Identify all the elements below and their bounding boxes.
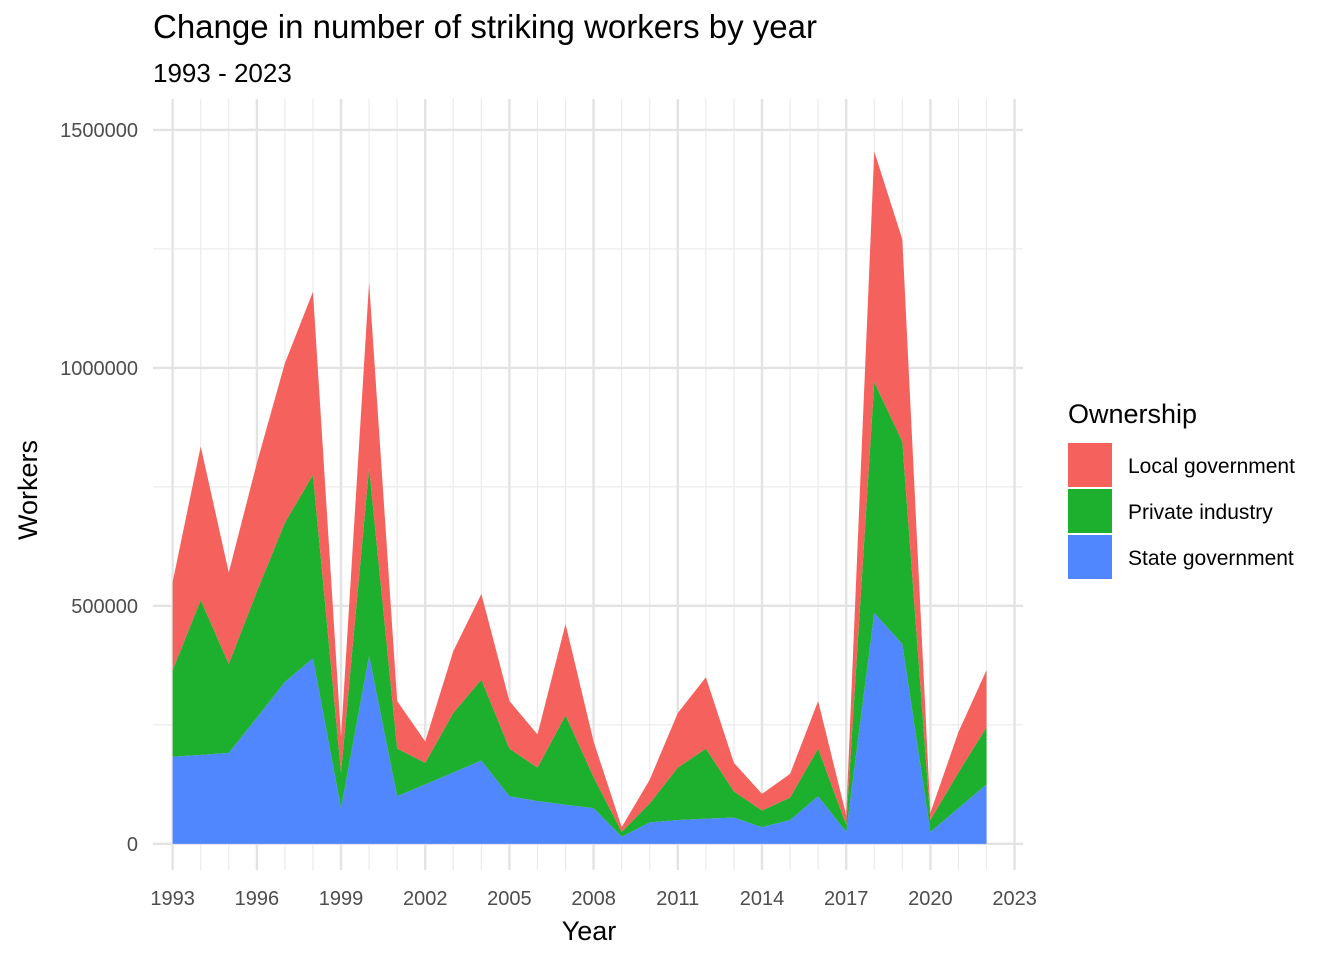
x-tick-label: 2014 bbox=[740, 888, 785, 910]
chart-title: Change in number of striking workers by … bbox=[153, 8, 817, 45]
legend-swatch-state-government bbox=[1068, 535, 1112, 579]
x-tick-label: 2008 bbox=[571, 888, 616, 910]
x-tick-label: 2005 bbox=[487, 888, 532, 910]
x-tick-label: 2002 bbox=[403, 888, 448, 910]
x-tick-label: 2023 bbox=[992, 888, 1037, 910]
y-tick-label: 500000 bbox=[71, 596, 138, 618]
area-state-government bbox=[172, 613, 987, 844]
x-tick-label: 2020 bbox=[908, 888, 953, 910]
legend-title: Ownership bbox=[1068, 399, 1197, 429]
y-tick-label: 0 bbox=[127, 834, 138, 856]
x-tick-label: 2017 bbox=[824, 888, 869, 910]
x-tick-label: 2011 bbox=[656, 888, 699, 910]
x-tick-label: 1999 bbox=[319, 888, 364, 910]
legend: Ownership Local government Private indus… bbox=[1068, 399, 1295, 579]
x-axis-ticks: 1993 1996 1999 2002 2005 2008 2011 2014 2017 2020… bbox=[150, 888, 1036, 910]
stacked-areas bbox=[172, 151, 987, 844]
x-tick-label: 1993 bbox=[150, 888, 195, 910]
legend-label-private-industry: Private industry bbox=[1128, 501, 1273, 524]
area-local-government bbox=[172, 151, 987, 832]
legend-swatch-local-government bbox=[1068, 443, 1112, 487]
y-tick-label: 1000000 bbox=[60, 358, 138, 380]
y-axis-title: Workers bbox=[13, 440, 43, 540]
legend-label-state-government: State government bbox=[1128, 547, 1294, 570]
legend-label-local-government: Local government bbox=[1128, 455, 1295, 478]
x-axis-title: Year bbox=[562, 916, 617, 946]
chart-subtitle: 1993 - 2023 bbox=[153, 58, 292, 88]
x-tick-label: 1996 bbox=[235, 888, 280, 910]
legend-swatch-private-industry bbox=[1068, 489, 1112, 533]
y-tick-label: 1500000 bbox=[60, 120, 138, 142]
y-axis-ticks: 0 500000 1000000 1500000 bbox=[60, 120, 138, 856]
